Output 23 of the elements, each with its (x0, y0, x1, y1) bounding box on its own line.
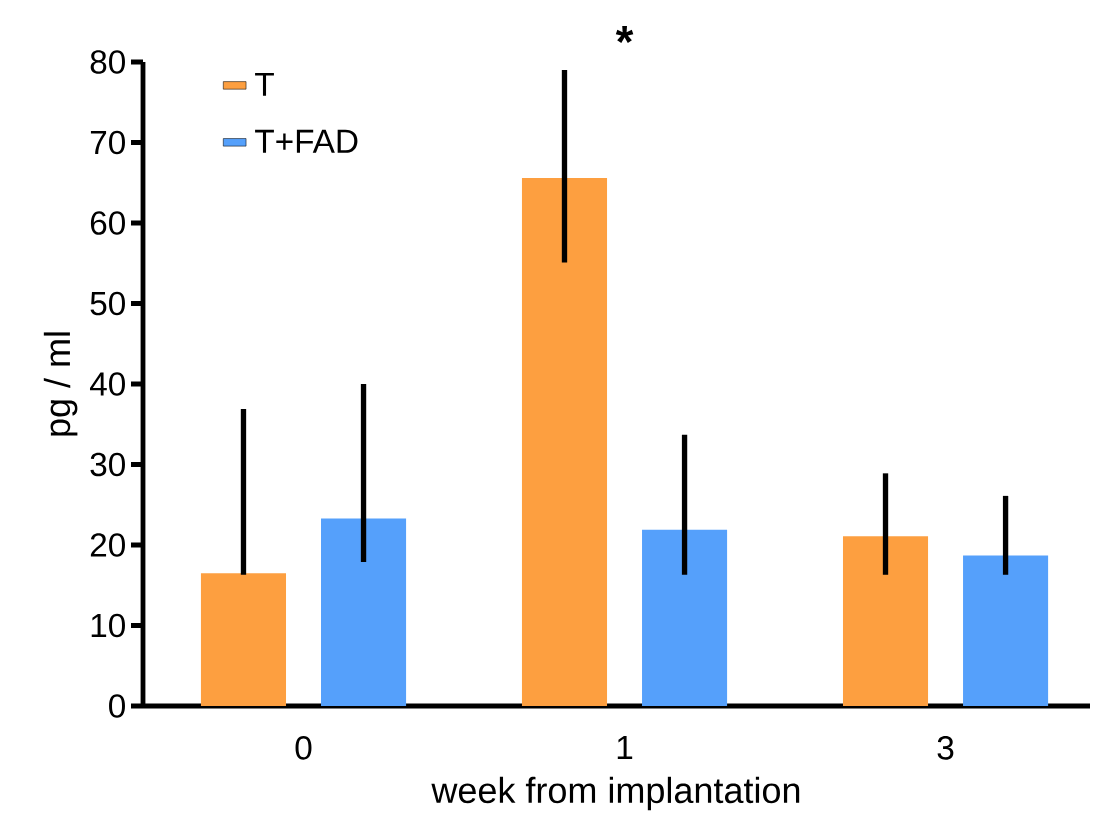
y-tick-label: 10 (91, 613, 125, 638)
x-tick-label: 0 (295, 736, 312, 760)
y-tick-label: 40 (89, 372, 125, 396)
bar (521, 177, 608, 706)
y-tick-label: 20 (90, 533, 125, 557)
y-tick-label: 60 (90, 211, 125, 235)
y-axis-title: pg / ml (43, 332, 78, 436)
bar (963, 555, 1049, 706)
y-tick-label: 0 (109, 694, 125, 718)
bar (321, 518, 407, 706)
x-tick-label: 1 (617, 736, 633, 759)
text: * (615, 26, 634, 43)
x-tick-label: 3 (937, 736, 954, 760)
bar (842, 536, 929, 706)
y-tick-label: 30 (90, 452, 125, 477)
x-axis-title: week from implantation (431, 776, 800, 811)
legend-label: T+FAD (255, 129, 358, 153)
y-tick-label: 50 (90, 291, 125, 316)
y-tick-label: 80 (90, 50, 125, 74)
y-tick-label: 70 (90, 130, 125, 155)
legend-label: T (255, 72, 274, 96)
bar (642, 529, 728, 706)
bar (200, 573, 287, 706)
